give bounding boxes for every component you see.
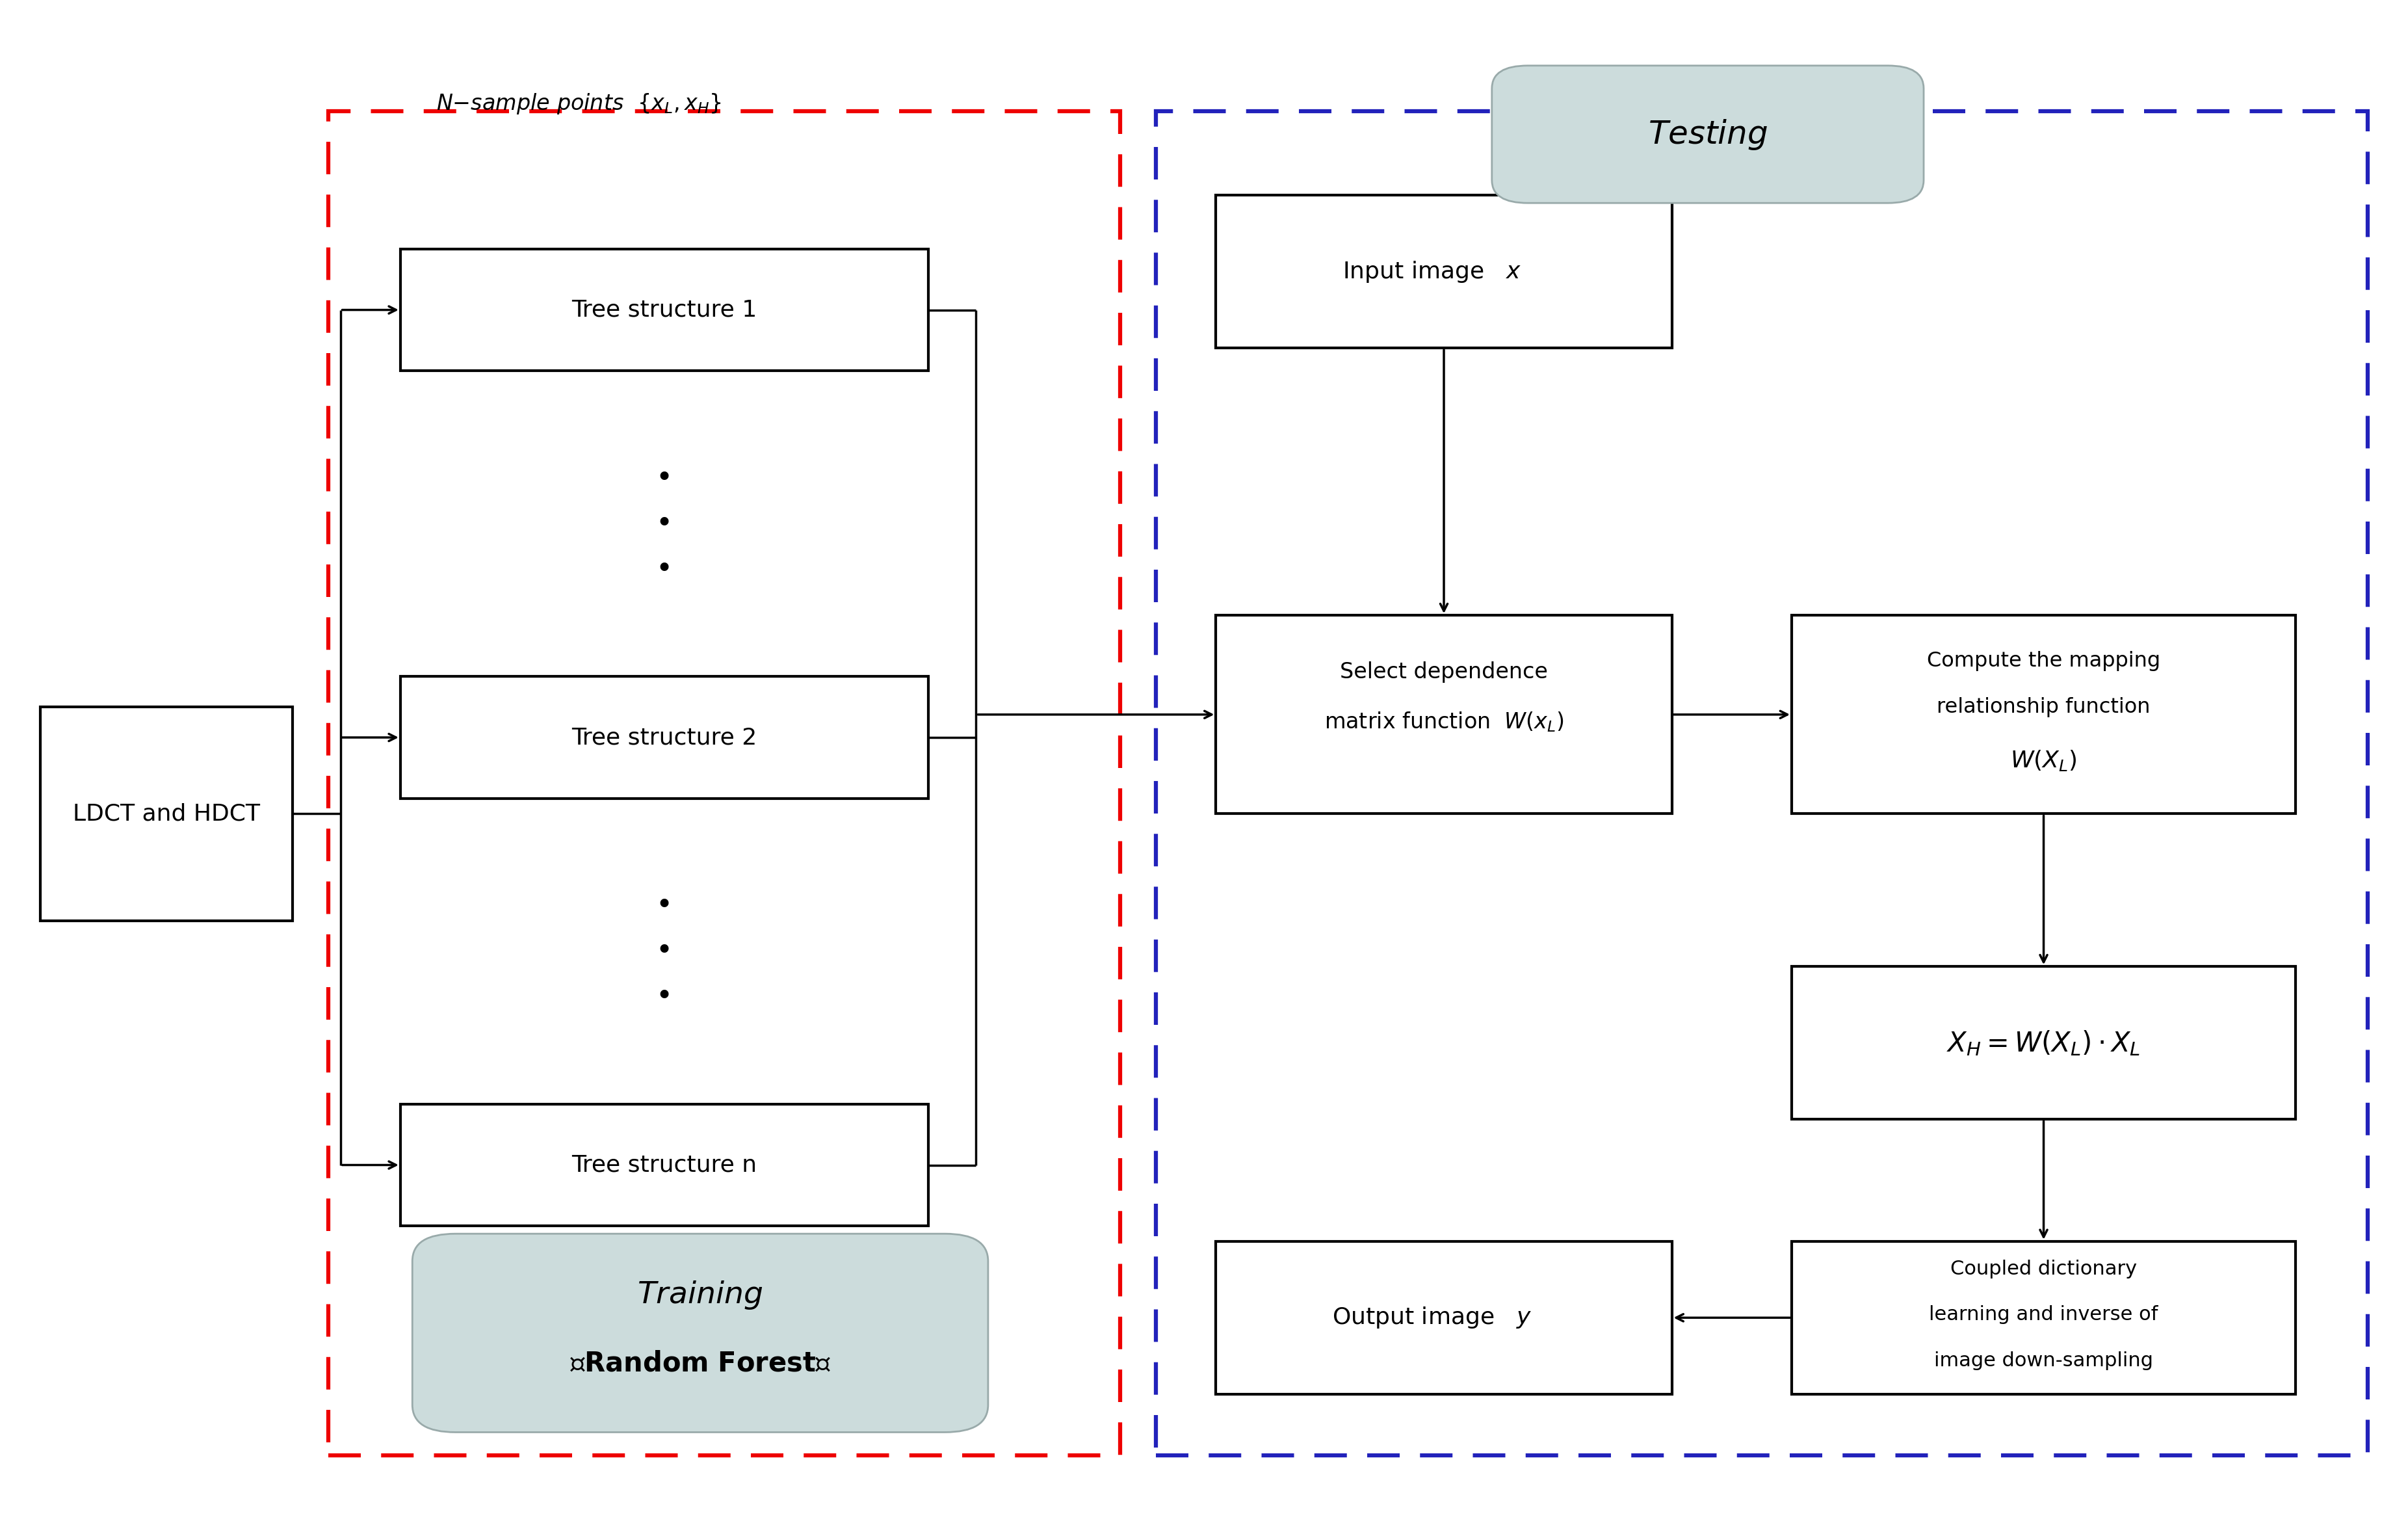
Bar xyxy=(1216,616,1671,814)
Text: matrix function  $W(x_{L})$: matrix function $W(x_{L})$ xyxy=(1324,711,1563,734)
Text: Select dependence: Select dependence xyxy=(1339,660,1548,682)
Text: Tree structure 1: Tree structure 1 xyxy=(571,300,756,321)
Bar xyxy=(400,676,927,799)
Text: $\mathbf{（Random\ Forest）}$: $\mathbf{（Random\ Forest）}$ xyxy=(571,1350,831,1378)
Text: $\mathit{Training}$: $\mathit{Training}$ xyxy=(638,1279,763,1310)
Text: $N\mathit{-sample\ points\ \ \{}x_{L},x_{H}\mathit{\}}$: $N\mathit{-sample\ points\ \ \{}x_{L},x_… xyxy=(436,92,722,115)
Bar xyxy=(1792,966,2295,1120)
Text: relationship function: relationship function xyxy=(1936,697,2150,717)
Bar xyxy=(1216,195,1671,349)
FancyBboxPatch shape xyxy=(1493,66,1924,203)
Text: Coupled dictionary: Coupled dictionary xyxy=(1950,1260,2136,1278)
Bar xyxy=(327,112,1120,1455)
Bar xyxy=(1792,1241,2295,1395)
Text: Tree structure n: Tree structure n xyxy=(571,1154,756,1177)
Text: •
•
•: • • • xyxy=(655,464,672,584)
Text: image down-sampling: image down-sampling xyxy=(1934,1352,2153,1370)
Text: Tree structure 2: Tree structure 2 xyxy=(571,727,756,748)
Text: $\mathit{Testing}$: $\mathit{Testing}$ xyxy=(1647,117,1767,151)
Text: $X_{H}=W(X_{L})\cdot X_{L}$: $X_{H}=W(X_{L})\cdot X_{L}$ xyxy=(1946,1029,2141,1057)
Text: $W(X_{L})$: $W(X_{L})$ xyxy=(2011,748,2078,773)
FancyBboxPatch shape xyxy=(412,1233,987,1432)
Bar xyxy=(41,707,291,920)
Text: •
•
•: • • • xyxy=(655,891,672,1011)
Text: Compute the mapping: Compute the mapping xyxy=(1926,651,2160,671)
Text: LDCT and HDCT: LDCT and HDCT xyxy=(72,803,260,825)
Bar xyxy=(1792,616,2295,814)
Bar xyxy=(1156,112,2367,1455)
Bar xyxy=(400,249,927,372)
Bar xyxy=(1216,1241,1671,1395)
Bar xyxy=(400,1104,927,1226)
Text: learning and inverse of: learning and inverse of xyxy=(1929,1306,2158,1324)
Text: Output image   $\mathbf{\mathit{y}}$: Output image $\mathbf{\mathit{y}}$ xyxy=(1332,1306,1531,1330)
Text: Input image   $\mathbf{\mathit{x}}$: Input image $\mathbf{\mathit{x}}$ xyxy=(1341,260,1522,284)
